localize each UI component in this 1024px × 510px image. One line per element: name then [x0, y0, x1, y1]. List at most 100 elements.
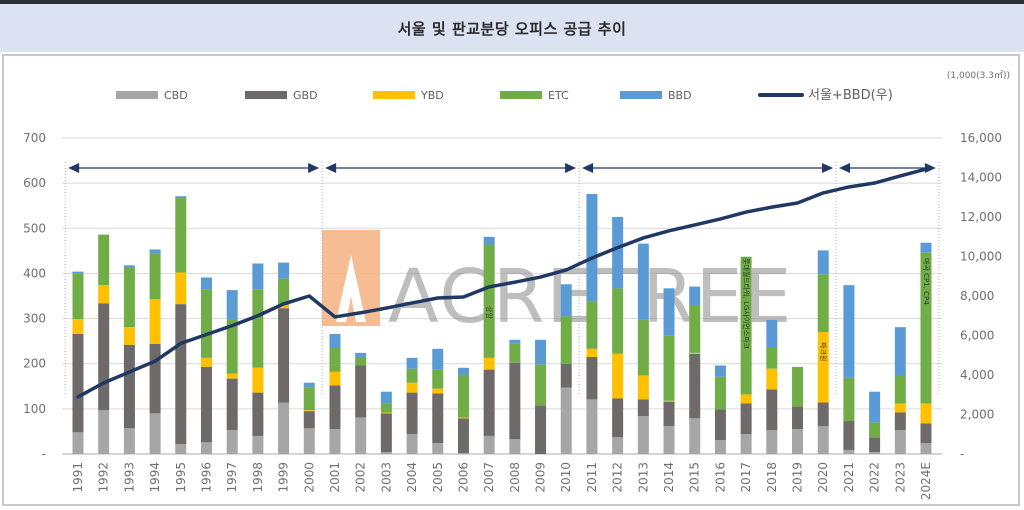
bar-segment-etc	[637, 319, 649, 376]
bar-stack	[278, 262, 290, 454]
x-tick-label: 2011	[585, 462, 599, 493]
bar-stack	[535, 339, 547, 454]
bar-stack	[689, 286, 701, 454]
y-left-tick-label: 200	[23, 357, 46, 371]
bar-segment-gbd	[843, 421, 855, 450]
bar-stack	[226, 290, 238, 454]
bar-segment-ybd	[663, 400, 675, 402]
bar-segment-gbd	[355, 365, 367, 418]
x-tick-label: 1992	[97, 462, 111, 493]
x-tick-label: 2022	[868, 462, 882, 493]
bar-segment-gbd	[920, 423, 932, 444]
bar-segment-ybd	[740, 394, 752, 404]
bar-annotation: 상암	[485, 306, 494, 319]
bar-segment-gbd	[740, 403, 752, 435]
y-left-tick-label: -	[42, 447, 46, 461]
x-tick-label: 2006	[456, 462, 470, 493]
bar-annotation: 마곡 CP1, CP4	[922, 258, 931, 305]
bar-segment-bbd	[663, 288, 675, 336]
legend-swatch-ybd	[373, 91, 415, 99]
x-tick-label: 1993	[122, 462, 136, 493]
bar-segment-etc	[200, 289, 212, 358]
bar-segment-ybd	[72, 319, 84, 334]
bar-segment-bbd	[509, 339, 521, 344]
bar-segment-gbd	[98, 303, 110, 411]
x-tick-label: 1991	[71, 462, 85, 493]
bar-segment-gbd	[535, 405, 547, 454]
bar-stack	[560, 284, 572, 454]
bar-segment-cbd	[149, 413, 161, 454]
bar-segment-cbd	[98, 410, 110, 454]
bar-segment-cbd	[278, 402, 290, 454]
bar-segment-ybd	[98, 285, 110, 304]
x-tick-label: 2020	[816, 462, 830, 493]
bar-segment-bbd	[380, 391, 392, 404]
watermark: ACRETREE	[322, 230, 791, 340]
x-tick-label: 2004	[405, 462, 419, 493]
bar-segment-gbd	[714, 409, 726, 441]
bar-stack	[380, 391, 392, 454]
bar-stack	[663, 288, 675, 454]
bar-segment-gbd	[792, 406, 804, 430]
x-tick-label: 2013	[636, 462, 650, 493]
arrow-right-icon	[565, 163, 577, 173]
bar-stack	[303, 382, 315, 454]
bar-segment-cbd	[303, 428, 315, 454]
bar-segment-ybd	[226, 373, 238, 379]
bar-segment-etc	[792, 366, 804, 407]
bar-segment-etc	[457, 374, 469, 418]
legend-label: 서울+BBD(우)	[808, 88, 893, 103]
bar-segment-etc	[535, 364, 547, 406]
bar-segment-ybd	[612, 353, 624, 399]
bar-segment-etc	[483, 244, 495, 358]
bar-segment-bbd	[278, 262, 290, 279]
bar-segment-etc	[766, 347, 778, 369]
bar-segment-bbd	[303, 382, 315, 388]
y-right-tick-label: -	[960, 447, 964, 461]
bar-segment-etc	[817, 274, 829, 333]
x-tick-label: 2007	[482, 462, 496, 493]
bar-segment-cbd	[637, 416, 649, 454]
bar-segment-bbd	[329, 333, 341, 348]
bar-segment-cbd	[792, 429, 804, 454]
bar-segment-cbd	[432, 443, 444, 454]
bar-stack	[355, 352, 367, 454]
bar-segment-ybd	[200, 357, 212, 367]
x-tick-label: 2005	[431, 462, 445, 493]
bar-segment-cbd	[560, 387, 572, 454]
bar-segment-gbd	[200, 366, 212, 443]
bar-stack	[612, 217, 624, 454]
bar-stack	[509, 339, 521, 454]
bar-segment-bbd	[637, 243, 649, 320]
bar-stack	[586, 193, 598, 454]
bar-annotation: 파크원	[819, 342, 828, 361]
x-tick-label: 2024E	[919, 462, 933, 500]
bar-segment-ybd	[123, 327, 135, 345]
legend-label: ETC	[548, 89, 569, 102]
arrow-right-icon	[822, 163, 834, 173]
x-tick-label: 2009	[534, 462, 548, 493]
bar-segment-gbd	[175, 304, 187, 445]
bar-segment-gbd	[432, 393, 444, 444]
legend-label: CBD	[164, 89, 188, 102]
x-tick-label: 2000	[302, 462, 316, 493]
bar-segment-gbd	[123, 344, 135, 429]
bar-segment-etc	[175, 198, 187, 273]
x-tick-label: 1997	[225, 462, 239, 493]
bar-segment-etc	[714, 376, 726, 410]
bar-stack	[740, 256, 752, 454]
bar-segment-bbd	[406, 357, 418, 369]
x-tick-label: 2001	[328, 462, 342, 493]
bar-stack	[252, 263, 264, 454]
bar-stack	[817, 250, 829, 454]
legend-swatch-etc	[500, 91, 542, 99]
bar-segment-cbd	[689, 418, 701, 454]
bar-segment-ybd	[406, 382, 418, 393]
bar-segment-gbd	[483, 369, 495, 436]
bar-segment-ybd	[483, 357, 495, 370]
bar-segment-ybd	[303, 410, 315, 412]
x-tick-label: 1996	[199, 462, 213, 493]
x-tick-label: 2010	[559, 462, 573, 493]
bar-segment-etc	[920, 252, 932, 404]
y-right-tick-label: 12,000	[960, 210, 1002, 224]
